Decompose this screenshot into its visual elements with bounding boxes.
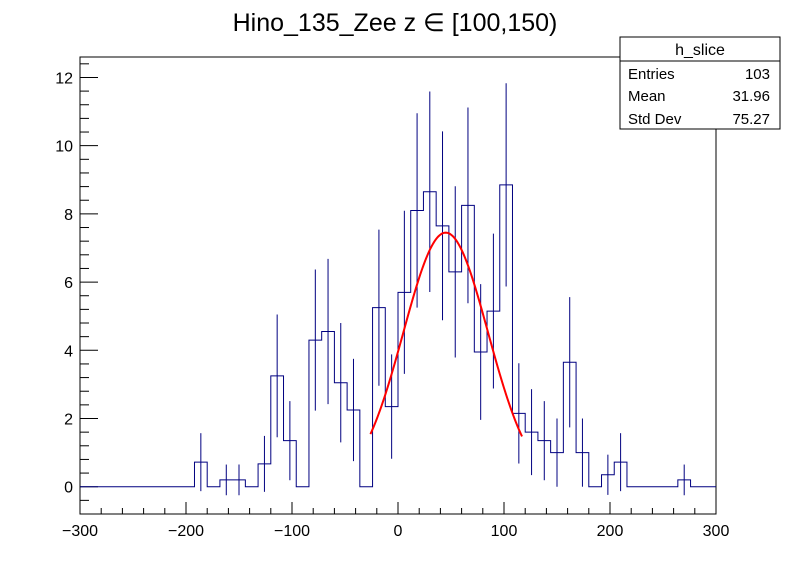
x-tick-label: −200	[168, 523, 204, 540]
stats-box-frame	[619, 36, 781, 130]
stats-title: h_slice	[675, 42, 725, 59]
y-tick-label: 8	[64, 207, 73, 224]
x-tick-label: 0	[394, 523, 403, 540]
x-tick-label: −300	[62, 523, 98, 540]
gaussian-fit-curve	[369, 231, 523, 437]
y-tick-label: 0	[64, 480, 73, 497]
histogram-outline	[80, 184, 716, 488]
fit-layer	[369, 231, 523, 437]
x-tick-label: 100	[491, 523, 518, 540]
y-tick-label: 4	[64, 343, 73, 360]
stats-box: h_slice Entries 103 Mean 31.96 Std Dev 7…	[619, 36, 781, 130]
stats-mean-label: Mean	[628, 88, 666, 105]
stats-entries-label: Entries	[628, 66, 675, 83]
stats-stddev-label: Std Dev	[628, 111, 682, 128]
chart-title: Hino_135_Zee z ∈ [100,150)	[233, 9, 558, 37]
stats-stddev-value: 75.27	[732, 111, 770, 128]
stats-entries-value: 103	[745, 66, 770, 83]
y-tick-label: 12	[55, 70, 73, 87]
x-tick-label: 300	[703, 523, 730, 540]
y-tick-label: 6	[64, 275, 73, 292]
y-tick-label: 2	[64, 412, 73, 429]
x-tick-label: 200	[597, 523, 624, 540]
x-tick-label: −100	[274, 523, 310, 540]
x-axis: −300 −200 −100 0 100 200 300	[62, 502, 729, 540]
y-axis: 0 2 4 6 8 10 12	[55, 63, 98, 515]
y-tick-label: 10	[55, 139, 73, 156]
stats-mean-value: 31.96	[732, 88, 770, 105]
histogram-layer	[80, 83, 716, 496]
